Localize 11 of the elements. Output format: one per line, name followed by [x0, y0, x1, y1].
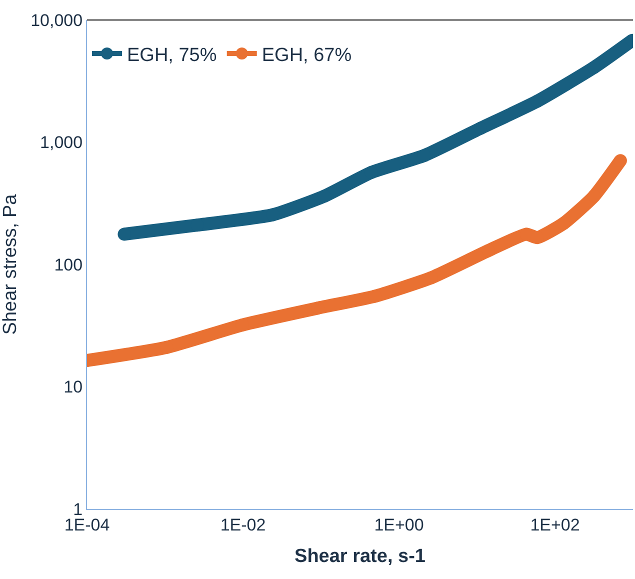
x-tick-label: 1E+00: [374, 515, 424, 534]
x-axis-title: Shear rate, s-1: [294, 546, 426, 568]
legend-label: EGH, 75%: [127, 44, 217, 66]
y-tick-label: 1,000: [40, 133, 83, 152]
y-tick-label: 10,000: [30, 10, 83, 30]
legend-label: EGH, 67%: [262, 44, 352, 66]
y-tick-label: 100: [54, 255, 83, 274]
x-tick-label: 1E+02: [530, 515, 580, 534]
y-axis-title: Shear stress, Pa: [0, 194, 21, 335]
y-tick-label: 10: [64, 378, 83, 397]
x-tick-label: 1E-02: [220, 515, 266, 534]
